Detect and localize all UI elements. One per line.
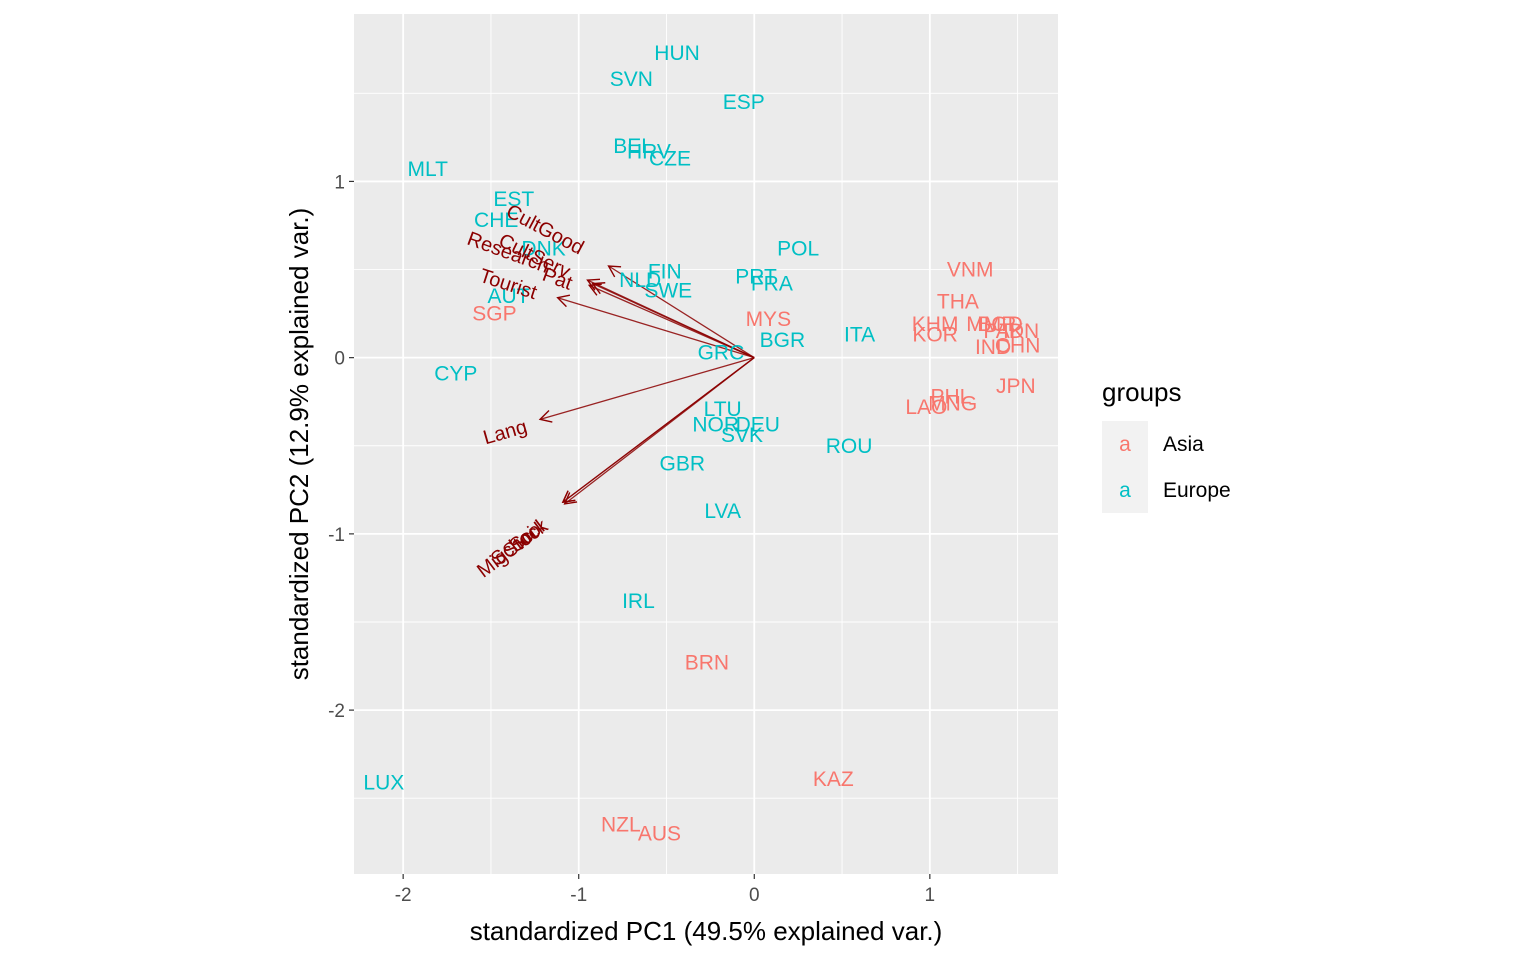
point-label: BRN: [685, 652, 729, 675]
loading-arrow: [556, 294, 755, 359]
point-label: ITA: [844, 324, 875, 347]
point-label: KAZ: [813, 768, 854, 791]
point-label: LVA: [704, 500, 741, 523]
legend: groups a Asia a Europe: [1102, 377, 1231, 513]
point-label: NOR: [692, 414, 739, 437]
point-label: BGR: [760, 329, 806, 352]
point-label: LAO: [905, 396, 947, 419]
point-label: CHE: [474, 209, 518, 232]
y-axis-title: standardized PC2 (12.9% explained var.): [284, 208, 314, 681]
point-label: LUX: [363, 771, 404, 794]
point-label: DEU: [736, 414, 780, 437]
x-tick-label: 1: [925, 885, 936, 906]
point-label: LTU: [704, 398, 742, 421]
point-label: EST: [493, 188, 534, 211]
point-label: IRL: [622, 590, 655, 613]
point-label: HRV: [627, 140, 671, 163]
legend-label: Asia: [1163, 433, 1204, 456]
point-label: ROU: [826, 435, 873, 458]
loading-arrow: [561, 357, 755, 504]
point-label: FIN: [648, 260, 682, 283]
point-label: NZL: [601, 814, 641, 837]
point-label: SVK: [721, 424, 763, 447]
point-label: NLD: [619, 269, 661, 292]
legend-key: [1102, 467, 1148, 513]
y-tick-label: 1: [334, 172, 345, 193]
plot-panel: [354, 14, 1058, 874]
point-label: MLT: [408, 158, 449, 181]
point-label: IDN: [1003, 320, 1039, 343]
point-label: GBR: [660, 452, 706, 475]
point-label: KOR: [912, 324, 958, 347]
point-label: SGP: [472, 303, 516, 326]
point-label: CZE: [649, 148, 691, 171]
point-label: FRA: [751, 273, 793, 296]
point-label: CYP: [434, 363, 477, 386]
point-label: MYS: [746, 308, 792, 331]
legend-key: [1102, 421, 1148, 467]
legend-key-glyph: a: [1119, 479, 1131, 502]
point-label: PRT: [735, 266, 777, 289]
y-tick-label: -2: [328, 701, 345, 722]
point-label: IND: [975, 336, 1011, 359]
y-tick-label: 0: [334, 349, 345, 370]
point-label: AUT: [487, 285, 529, 308]
point-label: KHM: [912, 313, 959, 336]
x-axis-ticks: -2 -1 0 1: [395, 874, 935, 906]
point-label: VNM: [947, 259, 994, 282]
x-axis-title: standardized PC1 (49.5% explained var.): [470, 916, 943, 946]
major-gridlines: [354, 14, 1058, 874]
point-label: JPN: [996, 375, 1036, 398]
loading-arrow: [587, 283, 755, 359]
point-label: ESP: [723, 91, 765, 114]
legend-title: groups: [1102, 377, 1182, 407]
legend-key-glyph: a: [1119, 433, 1131, 456]
loading-arrow: [607, 265, 755, 359]
point-label: MNG: [928, 392, 977, 415]
point-label: POL: [777, 237, 819, 260]
minor-gridlines: [354, 14, 1058, 874]
point-label: AUS: [638, 822, 681, 845]
point-label: SWE: [644, 280, 692, 303]
point-label: SVN: [610, 68, 653, 91]
legend-entries: a Asia a Europe: [1102, 421, 1231, 513]
y-axis-ticks: -2 -1 0 1: [328, 172, 354, 722]
point-label: PAK: [983, 320, 1023, 343]
y-tick-label: -1: [328, 525, 345, 546]
x-tick-label: 0: [749, 885, 760, 906]
x-tick-label: -1: [570, 885, 587, 906]
loading-arrow: [538, 357, 755, 423]
point-label: GRC: [698, 341, 745, 364]
x-tick-label: -2: [395, 885, 412, 906]
point-label: MMR: [966, 313, 1016, 336]
point-label: BEL: [613, 135, 653, 158]
point-label: BGD: [977, 313, 1023, 336]
point-label: THA: [937, 290, 979, 313]
point-label: PHL: [930, 385, 971, 408]
point-label: HUN: [654, 42, 700, 65]
point-label: CHN: [995, 334, 1041, 357]
loading-arrows: [538, 265, 755, 505]
point-label: DNK: [521, 237, 565, 260]
legend-label: Europe: [1163, 479, 1231, 502]
